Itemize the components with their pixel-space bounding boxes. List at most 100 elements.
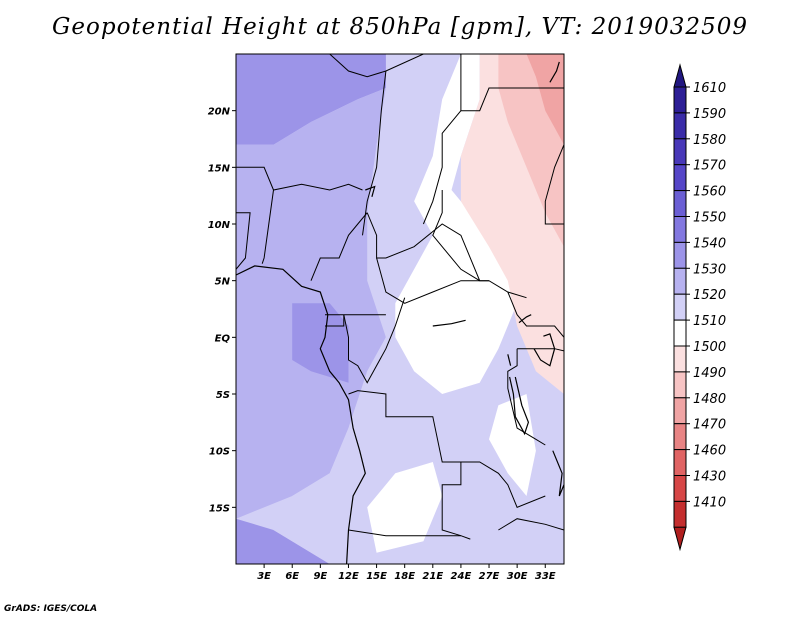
- colorbar-swatch: [673, 293, 687, 321]
- lat-tick-label: 20N: [208, 107, 231, 118]
- colorbar-label: 1560: [693, 185, 726, 200]
- border-line-9: [376, 257, 489, 304]
- colorbar-swatch: [673, 86, 687, 114]
- colorbar-label: 1530: [693, 262, 726, 277]
- lon-tick-label: 18E: [394, 571, 415, 582]
- border-line-7: [366, 212, 527, 299]
- height-region-3: [236, 518, 330, 564]
- colorbar-label: 1520: [693, 288, 726, 303]
- colorbar-swatch: [673, 423, 687, 451]
- lon-tick-label: 6E: [285, 571, 299, 582]
- colorbar-swatch: [673, 267, 687, 295]
- border-line-16: [507, 291, 564, 338]
- coastline-8: [432, 319, 466, 327]
- colorbar-label: 1480: [693, 392, 726, 407]
- height-fill-layer: [236, 54, 564, 564]
- lon-tick-label: 21E: [422, 571, 443, 582]
- lon-tick-label: 30E: [507, 571, 528, 582]
- colorbar-swatch: [673, 371, 687, 399]
- lat-tick-label: 5S: [216, 390, 230, 401]
- colorbar-label: 1430: [693, 470, 726, 485]
- height-region-7: [489, 394, 536, 496]
- lat-tick-label: 15S: [209, 503, 230, 514]
- colorbar-label: 1490: [693, 366, 726, 381]
- height-region-6: [367, 462, 443, 553]
- lon-tick-label: 3E: [257, 571, 271, 582]
- colorbar-swatch: [673, 500, 687, 528]
- lat-tick-label: 10N: [208, 220, 231, 231]
- colorbar-label: 1570: [693, 159, 726, 174]
- border-line-15: [507, 348, 546, 446]
- border-line-6: [310, 212, 368, 281]
- lat-tick-label: 10S: [209, 447, 230, 458]
- border-line-20: [544, 144, 564, 225]
- lat-tick-label: 5N: [215, 277, 231, 288]
- coastline-5: [518, 314, 532, 324]
- lon-tick-label: 15E: [366, 571, 387, 582]
- colorbar-label: 1460: [693, 444, 726, 459]
- coastline-7: [365, 185, 376, 197]
- colorbar-bottom-arrow: [673, 526, 687, 552]
- coastline-1: [533, 333, 556, 367]
- lon-tick-label: 27E: [479, 571, 500, 582]
- colorbar-swatch: [673, 345, 687, 373]
- coastline-4: [507, 354, 512, 366]
- coastline-0: [236, 265, 366, 564]
- colorbar-swatch: [673, 190, 687, 218]
- map-frame: [235, 53, 565, 565]
- colorbar-label: 1580: [693, 133, 726, 148]
- lat-tick-label: 15N: [208, 163, 231, 174]
- colorbar-label: 1590: [693, 107, 726, 122]
- colorbar-label: 1510: [693, 314, 726, 329]
- height-region-0: [236, 54, 405, 145]
- border-line-3: [362, 70, 387, 236]
- lat-tick-label: EQ: [215, 333, 231, 344]
- border-line-11: [325, 314, 345, 327]
- border-line-5: [261, 189, 274, 264]
- lon-tick-label: 12E: [338, 571, 359, 582]
- colorbar-swatch: [673, 164, 687, 192]
- latitude-ticks: 20N 15N 10N 5N EQ 5S 10S 15S: [208, 107, 236, 514]
- lon-tick-label: 33E: [535, 571, 556, 582]
- colorbar-swatch: [673, 241, 687, 269]
- longitude-ticks: 3E 6E 9E 12E 15E 18E 21E 24E 27E 30E 33E: [257, 564, 556, 582]
- colorbar-swatch: [673, 449, 687, 477]
- height-region-2: [292, 303, 349, 383]
- lon-tick-label: 9E: [313, 571, 327, 582]
- border-line-4: [236, 166, 363, 191]
- height-region-5: [395, 54, 518, 394]
- coastline-6: [549, 61, 560, 83]
- software-credit: GrADS: IGES/COLA: [4, 604, 98, 614]
- coastline-3: [552, 450, 564, 497]
- border-line-8: [432, 190, 480, 282]
- map-title: Geopotential Height at 850hPa [gpm], VT:…: [52, 14, 748, 40]
- colorbar-top-arrow: [673, 63, 687, 88]
- border-line-21: [236, 212, 251, 270]
- colorbar-label: 1410: [693, 495, 726, 510]
- colorbar-label: 1500: [693, 340, 726, 355]
- colorbar-label: 1550: [693, 211, 726, 226]
- colorbar-swatch: [673, 475, 687, 502]
- country-borders: [236, 54, 564, 540]
- border-line-12: [343, 297, 406, 384]
- border-line-0: [329, 54, 424, 78]
- border-line-14: [348, 529, 461, 537]
- colorbar-label: 1540: [693, 236, 726, 251]
- border-line-18: [460, 461, 546, 508]
- colorbar-swatch: [673, 112, 687, 140]
- colorbar-swatch: [673, 397, 687, 425]
- lon-tick-label: 24E: [451, 571, 472, 582]
- colorbar-label: 1610: [693, 81, 726, 96]
- height-region-10: [526, 54, 564, 145]
- colorbar-swatch: [673, 319, 687, 347]
- border-line-19: [498, 518, 564, 531]
- border-line-13: [348, 390, 471, 540]
- border-line-2: [422, 110, 462, 225]
- colorbar-label: 1470: [693, 418, 726, 433]
- colorbar-swatch: [673, 138, 687, 166]
- border-line-1: [460, 54, 564, 112]
- colorbar-swatch: [673, 216, 687, 243]
- coastline-2: [509, 376, 530, 436]
